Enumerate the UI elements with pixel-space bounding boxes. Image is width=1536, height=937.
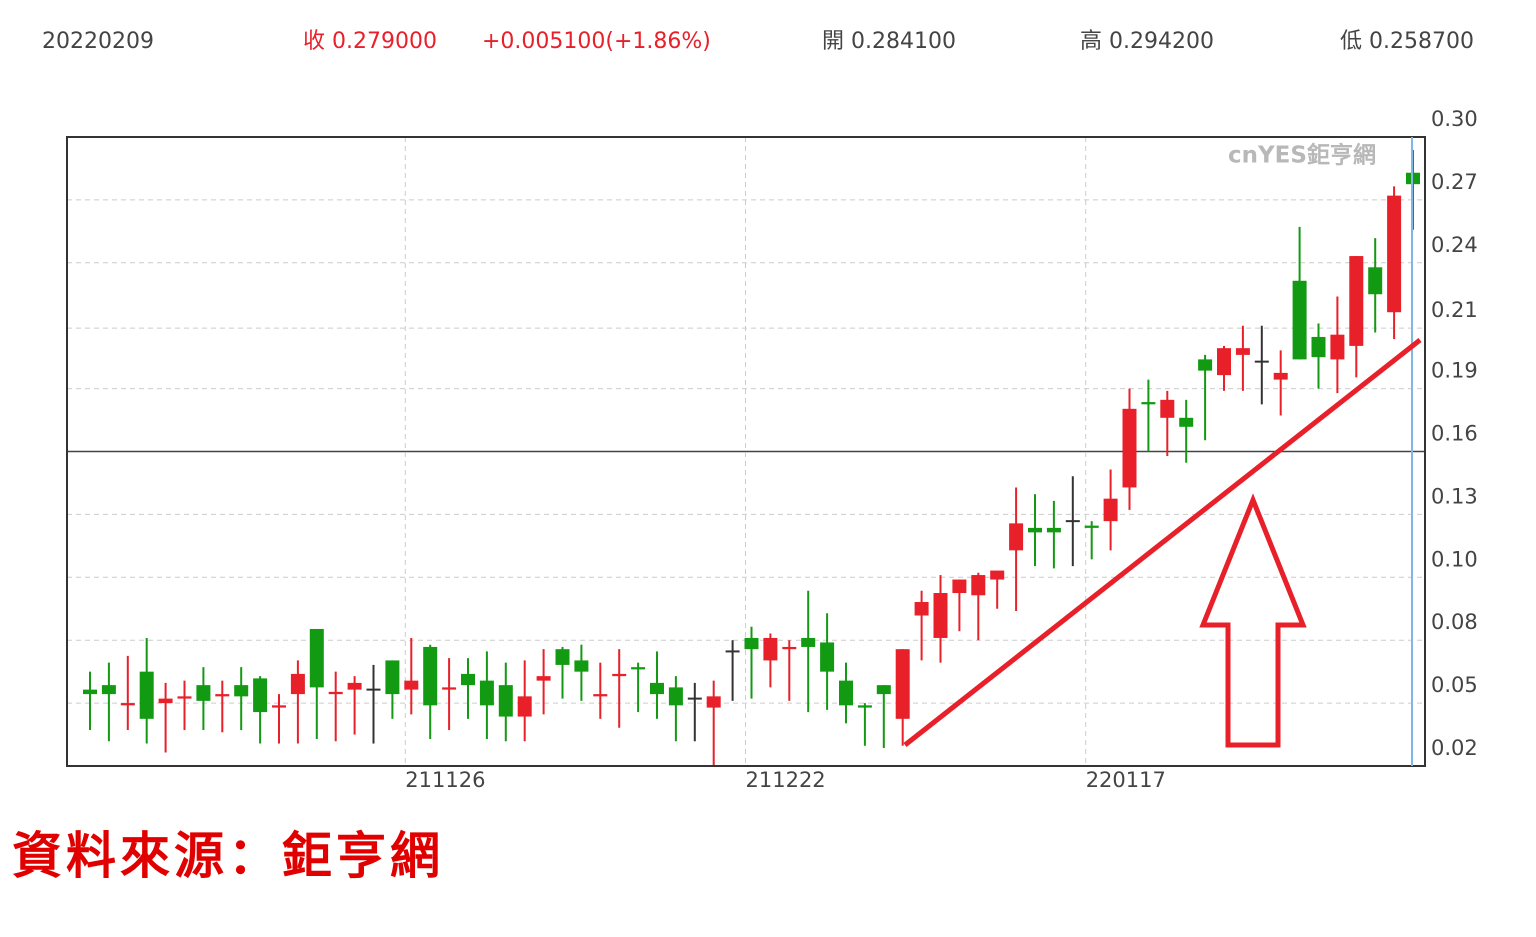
quote-close: 收 0.279000 (303, 29, 437, 54)
candle-body (253, 678, 268, 713)
candle-body (820, 642, 835, 672)
candle-body (990, 570, 1005, 580)
x-tick-label: 211126 (405, 768, 485, 792)
candle-body (1311, 336, 1326, 358)
candle-body (744, 637, 759, 650)
quote-high: 高 0.294200 (1080, 29, 1214, 54)
candle-body (914, 602, 929, 616)
candle-body (1160, 399, 1175, 418)
candle-body (763, 637, 778, 661)
candle-body (83, 689, 97, 695)
y-tick-label: 0.05 (1431, 673, 1478, 697)
y-tick-label: 0.24 (1431, 233, 1478, 257)
candle-body (309, 628, 324, 688)
plot-frame (66, 136, 1426, 767)
candle-body (1103, 498, 1118, 522)
candle-body (272, 705, 286, 708)
candle-body (1028, 527, 1042, 533)
candle-body (498, 685, 513, 717)
y-tick-label: 0.30 (1431, 107, 1478, 131)
quote-low: 低 0.258700 (1340, 29, 1474, 54)
candle-body (196, 685, 211, 701)
candle-body (876, 685, 891, 695)
x-tick-label: 220117 (1086, 768, 1166, 792)
candle-body (234, 685, 249, 697)
candle-body (385, 660, 400, 695)
candle-body (1141, 402, 1156, 405)
candle-body (290, 673, 305, 695)
candle-body (839, 680, 853, 706)
candle-body (215, 694, 230, 697)
candle-body (479, 680, 494, 706)
candle-body (1292, 280, 1307, 360)
candle-body (933, 593, 948, 638)
candle-body (120, 703, 135, 706)
y-tick-label: 0.16 (1431, 422, 1478, 446)
candle-body (1349, 256, 1364, 346)
candle-body (158, 698, 173, 704)
candle-body (782, 646, 797, 650)
watermark: cnYES鉅亨網 (1228, 142, 1376, 169)
candle-body (1273, 372, 1288, 380)
y-tick-label: 0.08 (1431, 610, 1478, 634)
candle-body (347, 682, 362, 690)
y-tick-label: 0.13 (1431, 484, 1478, 508)
candle-body (895, 649, 910, 719)
y-tick-label: 0.19 (1431, 359, 1478, 383)
source-note: 資料來源：鉅亨網 (12, 826, 444, 885)
candle-body (801, 637, 816, 647)
candle-body (650, 682, 664, 695)
candle-body (1009, 523, 1024, 551)
y-tick-label: 0.10 (1431, 547, 1478, 571)
candle-body (536, 676, 551, 681)
quote-open: 開 0.284100 (822, 29, 956, 54)
candle-body (1179, 417, 1194, 427)
x-tick-label: 211222 (746, 768, 826, 792)
candle-body (1387, 195, 1402, 313)
candle-body (101, 685, 116, 695)
candle-body (423, 646, 438, 706)
candle-body (668, 687, 683, 706)
candle-body (857, 705, 872, 708)
up-arrow (1199, 493, 1307, 748)
candle-body (952, 579, 967, 594)
candle-body (517, 696, 532, 717)
candle-body (177, 696, 192, 699)
candle-body (1330, 334, 1345, 360)
candle-body (555, 649, 570, 665)
candle-body (631, 667, 646, 670)
candle-body (1046, 527, 1061, 533)
candle-body (328, 691, 343, 695)
candle-body (971, 575, 986, 596)
trend-line (903, 338, 1422, 747)
quote-date: 20220209 (42, 29, 154, 54)
y-tick-label: 0.02 (1431, 736, 1478, 760)
candle-body (139, 671, 154, 719)
candle-body (1235, 348, 1250, 355)
candle-body (461, 673, 475, 686)
candle-body (404, 680, 419, 690)
quote-change: +0.005100(+1.86%) (482, 29, 711, 54)
candle-body (1368, 267, 1383, 295)
candle-body (1217, 348, 1231, 376)
candle-body (442, 687, 457, 690)
candle-body (1084, 525, 1099, 528)
candle-body (593, 694, 608, 697)
candle-body (706, 696, 721, 708)
candle-body (1198, 359, 1213, 371)
plot-area: 0.02 0.05 0.08 0.10 0.13 0.16 0.19 0.21 0.24 0.27… (67, 107, 1478, 792)
y-tick-label: 0.27 (1431, 170, 1478, 194)
candle-body (612, 673, 627, 677)
candle-body (1122, 408, 1137, 488)
candle-body (574, 660, 589, 672)
y-tick-label: 0.21 (1431, 298, 1478, 322)
